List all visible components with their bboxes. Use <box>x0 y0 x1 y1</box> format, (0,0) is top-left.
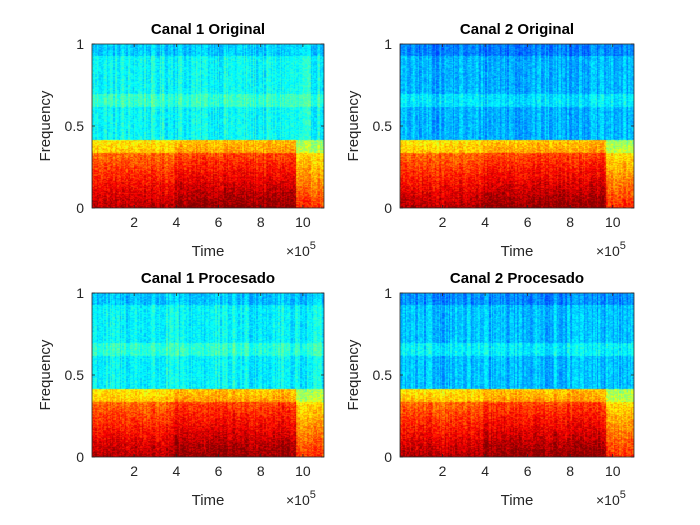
y-tick-label: 0.5 <box>373 118 393 134</box>
subplot-4: Canal 2 Procesado 2 4 6 8 10 0 0.5 1 Time Frequenc… <box>345 270 635 509</box>
y-tick-label: 1 <box>76 36 84 52</box>
subplot-2: Canal 2 Original 2 4 6 8 10 0 0.5 1 Time Frequency… <box>345 21 635 260</box>
x-tick-label: 8 <box>257 214 265 230</box>
x-tick-label: 8 <box>257 463 265 479</box>
y-tick-label: 0 <box>76 449 84 465</box>
y-tick-label: 1 <box>384 285 392 301</box>
y-tick-label: 0.5 <box>373 367 393 383</box>
x-tick-label: 2 <box>130 214 138 230</box>
plot-title: Canal 2 Original <box>460 21 574 38</box>
y-tick-label: 0.5 <box>65 118 85 134</box>
y-tick-label: 1 <box>384 36 392 52</box>
x-exponent-label: ×105 <box>596 489 626 508</box>
spectrogram-image <box>400 44 634 208</box>
y-axis-label: Frequency <box>345 90 362 161</box>
x-tick-label: 8 <box>566 463 574 479</box>
x-tick-label: 6 <box>524 214 532 230</box>
x-exponent-label: ×105 <box>286 489 316 508</box>
x-tick-label: 4 <box>172 463 180 479</box>
subplot-1: Canal 1 Original 2 4 6 8 10 0 0.5 1 Time Frequency… <box>37 21 325 260</box>
x-axis-label: Time <box>501 243 534 260</box>
y-tick-label: 0 <box>76 200 84 216</box>
y-tick-label: 0 <box>384 449 392 465</box>
x-tick-label: 2 <box>439 463 447 479</box>
x-tick-label: 4 <box>481 214 489 230</box>
x-tick-label: 4 <box>481 463 489 479</box>
x-exponent-label: ×105 <box>286 240 316 259</box>
x-tick-label: 10 <box>295 214 311 230</box>
x-tick-label: 10 <box>605 214 621 230</box>
y-axis-label: Frequency <box>37 90 54 161</box>
x-tick-label: 4 <box>172 214 180 230</box>
x-tick-label: 10 <box>605 463 621 479</box>
spectrogram-image <box>92 44 324 208</box>
plot-title: Canal 1 Procesado <box>141 270 275 287</box>
x-tick-label: 6 <box>215 463 223 479</box>
x-tick-label: 10 <box>295 463 311 479</box>
x-tick-label: 6 <box>215 214 223 230</box>
y-tick-label: 0 <box>384 200 392 216</box>
x-axis-label: Time <box>192 243 225 260</box>
subplot-3: Canal 1 Procesado 2 4 6 8 10 0 0.5 1 Time Frequenc… <box>37 270 325 509</box>
spectrogram-image <box>400 293 634 457</box>
plot-title: Canal 2 Procesado <box>450 270 584 287</box>
x-exponent-label: ×105 <box>596 240 626 259</box>
x-axis-label: Time <box>192 492 225 509</box>
x-axis-label: Time <box>501 492 534 509</box>
x-tick-label: 6 <box>524 463 532 479</box>
x-tick-label: 2 <box>439 214 447 230</box>
y-axis-label: Frequency <box>345 339 362 410</box>
y-axis-label: Frequency <box>37 339 54 410</box>
y-tick-label: 0.5 <box>65 367 85 383</box>
spectrogram-image <box>92 293 324 457</box>
y-tick-label: 1 <box>76 285 84 301</box>
x-tick-label: 2 <box>130 463 138 479</box>
plot-title: Canal 1 Original <box>151 21 265 38</box>
x-tick-label: 8 <box>566 214 574 230</box>
